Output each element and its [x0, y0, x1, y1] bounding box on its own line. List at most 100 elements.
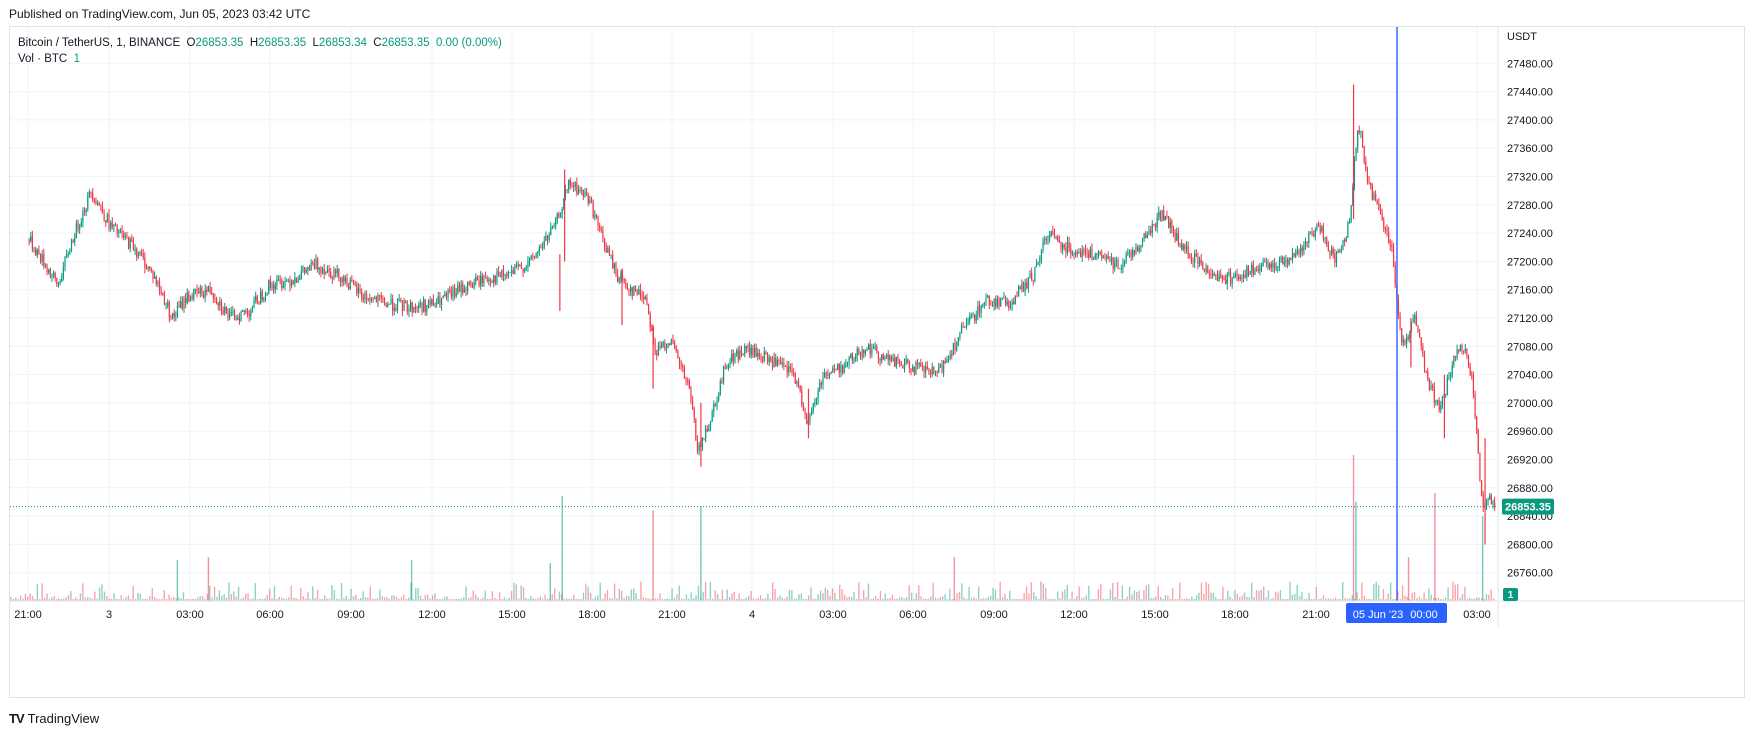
candle-body [1071, 253, 1074, 255]
candle-body [972, 314, 974, 316]
candle-body [1141, 238, 1144, 246]
candle-body [64, 256, 66, 268]
candle-body [722, 367, 725, 383]
close-value: 26853.35 [381, 37, 430, 49]
candle-body [907, 358, 909, 363]
candle-body [1203, 268, 1206, 272]
candle-body [817, 390, 819, 400]
candle-body [74, 238, 76, 243]
candle-body [654, 340, 656, 354]
candle-body [458, 284, 461, 292]
candle-body [605, 247, 607, 253]
candle-body [638, 289, 640, 295]
candle-body [413, 307, 415, 313]
candle-body [1205, 266, 1207, 272]
candle-body [248, 313, 250, 317]
candle-body [1014, 295, 1016, 305]
candle-body [473, 282, 475, 288]
candle-body [400, 299, 402, 301]
candle-body [206, 289, 208, 292]
candle-body [1309, 232, 1312, 234]
candle-body [395, 307, 397, 311]
candle-body [1469, 366, 1471, 375]
candle-body [814, 402, 816, 405]
candle-body [1114, 262, 1116, 269]
candle-body [815, 399, 818, 403]
candle-body [273, 284, 275, 290]
candle-body [1454, 355, 1457, 358]
candle-body [462, 283, 464, 293]
candle-body [230, 311, 232, 313]
candle-body [670, 339, 672, 345]
candle-body [540, 247, 542, 249]
candle-body [535, 253, 537, 258]
candle-body [137, 255, 139, 257]
candle-body [1143, 233, 1145, 239]
candle-body [224, 307, 226, 314]
footer-branding[interactable]: TV TradingView [9, 711, 99, 726]
candle-body [902, 365, 904, 368]
candle-body [990, 304, 992, 306]
x-tick-label: 18:00 [578, 609, 606, 621]
candle-body [1216, 275, 1219, 281]
candle-body [75, 222, 77, 239]
volume-label[interactable]: Vol · BTC [18, 53, 68, 65]
candle-body [1066, 241, 1069, 253]
candle-body [680, 365, 682, 366]
candle-body [59, 281, 61, 284]
y-tick-label: 27320.00 [1507, 172, 1553, 184]
candle-body [437, 296, 439, 303]
candle-body [1456, 349, 1458, 358]
candle-body [269, 280, 271, 288]
candle-body [634, 286, 637, 292]
candle-body [256, 296, 258, 304]
candle-body [204, 289, 206, 298]
candle-body [908, 362, 910, 369]
candle-body [899, 361, 901, 362]
candle-body [1182, 244, 1184, 250]
candle-body [103, 213, 105, 221]
candle-body [915, 362, 917, 374]
candle-body [960, 326, 963, 333]
candle-body [1099, 251, 1101, 255]
candle-body [978, 306, 981, 314]
candle-body [178, 305, 180, 308]
x-tick-label: 06:00 [256, 609, 284, 621]
candle-body [1037, 261, 1039, 263]
candle-body [1192, 262, 1194, 264]
candle-body [985, 297, 987, 303]
candle-body [956, 345, 958, 350]
candle-body [1246, 266, 1248, 278]
candle-body [1461, 344, 1463, 351]
chart-frame[interactable] [9, 26, 1745, 698]
candle-body [1079, 252, 1082, 258]
candle-body [546, 235, 549, 240]
candle-body [1436, 400, 1439, 402]
symbol-label[interactable]: Bitcoin / TetherUS, 1, BINANCE [18, 37, 181, 49]
candle-body [191, 296, 193, 299]
candle-body [1000, 299, 1002, 307]
candle-body [1055, 237, 1057, 238]
candle-body [105, 220, 107, 223]
candle-body [522, 268, 524, 272]
candle-body [920, 363, 922, 366]
y-tick-label: 27000.00 [1507, 398, 1553, 410]
candle-body [763, 351, 765, 361]
candle-body [590, 199, 593, 202]
candle-body [703, 438, 705, 439]
candle-body [1225, 279, 1227, 285]
candle-body [1282, 257, 1284, 264]
candle-body [304, 266, 306, 273]
candle-body [586, 191, 588, 196]
candle-body [825, 372, 827, 375]
candle-body [411, 302, 413, 313]
candle-body [215, 299, 218, 304]
candle-body [1197, 256, 1199, 265]
candle-body [70, 240, 73, 252]
candle-body [305, 270, 307, 273]
candle-body [727, 363, 730, 368]
candle-body [1397, 298, 1400, 315]
candle-body [338, 269, 340, 279]
candle-body [1048, 235, 1051, 240]
